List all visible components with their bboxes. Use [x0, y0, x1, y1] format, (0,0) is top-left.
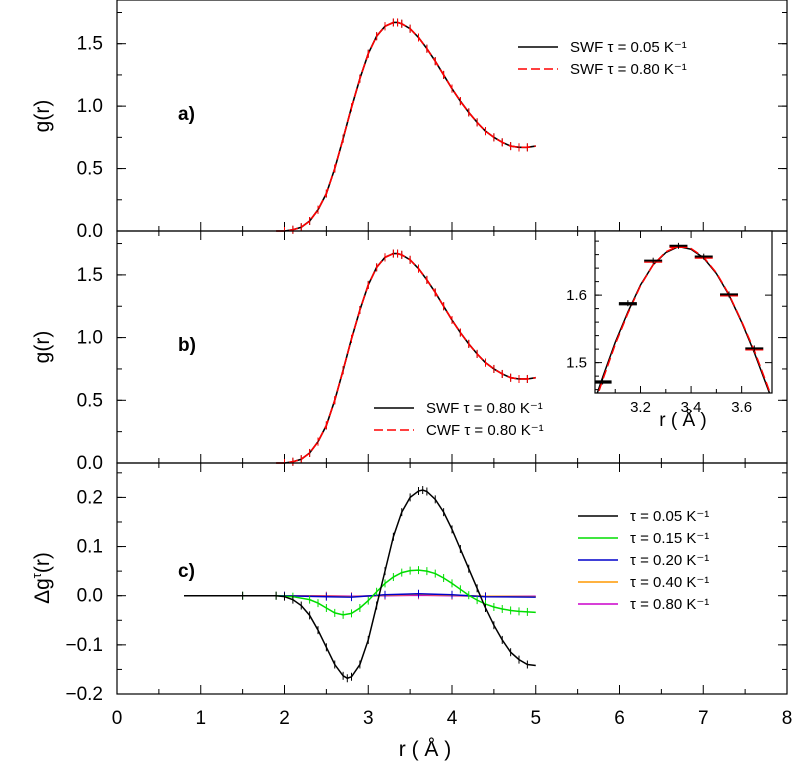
panel-a-ytick-label: 1.0	[77, 96, 103, 117]
panel-c-series-1	[184, 569, 536, 616]
panel-a-ylabel: g(r)	[31, 100, 54, 133]
legend-label: τ = 0.40 K⁻¹	[630, 574, 709, 591]
x-tick-label: 6	[614, 708, 625, 729]
legend-label: SWF τ = 0.05 K⁻¹	[570, 39, 687, 56]
x-axis-label: r ( Å )	[399, 738, 452, 761]
x-tick-label: 3	[363, 708, 374, 729]
panel-c-ytick-label: −0.1	[65, 635, 103, 656]
inset-clip-group	[595, 242, 771, 393]
panel-a-series	[276, 18, 536, 235]
legend-label: τ = 0.15 K⁻¹	[630, 530, 709, 547]
panel-c-series	[184, 486, 536, 683]
legend-label: τ = 0.80 K⁻¹	[630, 596, 709, 613]
inset-ytick-label: 1.5	[566, 355, 587, 372]
inset-xtick-label: 3.4	[681, 399, 702, 416]
panel-b-series	[276, 249, 536, 467]
x-tick-label: 5	[530, 708, 541, 729]
legend-label: τ = 0.05 K⁻¹	[630, 508, 709, 525]
panel-b-ytick-label: 0.0	[77, 453, 103, 474]
panel-c-ytick-label: 0.2	[77, 487, 103, 508]
panel-c-legend: τ = 0.05 K⁻¹ τ = 0.15 K⁻¹ τ = 0.20 K⁻¹ τ = …	[578, 508, 709, 613]
panel-c-ylabel-sup: τ	[29, 572, 44, 578]
legend-label: SWF τ = 0.80 K⁻¹	[426, 400, 543, 417]
panel-c-ylabel-suffix: (r)	[31, 552, 54, 573]
panel-b-label: b)	[178, 335, 196, 356]
panel-b-ytick-label: 0.5	[77, 390, 103, 411]
x-axis: 0 1 2 3 4 5 6 7 8	[112, 708, 793, 729]
panel-a-ytick-label: 0.0	[77, 221, 103, 242]
legend-label: CWF τ = 0.80 K⁻¹	[426, 422, 544, 439]
panel-a-legend: SWF τ = 0.05 K⁻¹ SWF τ = 0.80 K⁻¹	[518, 39, 687, 78]
inset-frame	[594, 230, 773, 394]
inset-xtick-label: 3.2	[630, 399, 651, 416]
x-tick-label: 8	[782, 708, 793, 729]
inset-plot: 1.5 1.6 3.2 3.4 3.6 r ( Å )	[566, 230, 773, 431]
panel-b: 0.0 0.5 1.0 1.5 b) g(r) SWF τ = 0.80 K⁻¹ CWF…	[31, 230, 788, 474]
panel-c-ylabel-main: Δg	[31, 578, 54, 604]
panel-c-series-0	[184, 489, 536, 680]
inset-xlabel: r ( Å )	[659, 410, 707, 431]
panel-c-ylabel: Δgτ(r)	[29, 552, 54, 604]
panel-c: −0.2 −0.1 0.0 0.1 0.2 c) Δgτ(r) τ = 0.05 K⁻¹…	[29, 462, 788, 705]
panel-b-ytick-label: 1.0	[77, 328, 103, 349]
panel-b-legend: SWF τ = 0.80 K⁻¹ CWF τ = 0.80 K⁻¹	[374, 400, 544, 439]
x-tick-label: 2	[279, 708, 290, 729]
panel-b-ytick-label: 1.5	[77, 265, 103, 286]
legend-label: SWF τ = 0.80 K⁻¹	[570, 61, 687, 78]
panel-b-ylabel: g(r)	[31, 331, 54, 364]
x-tick-label: 0	[112, 708, 123, 729]
legend-label: τ = 0.20 K⁻¹	[630, 552, 709, 569]
inset-ytick-label: 1.6	[566, 287, 587, 304]
inset-series	[595, 242, 771, 393]
x-tick-label: 4	[447, 708, 458, 729]
panel-c-ytick-label: 0.1	[77, 537, 103, 558]
panel-a-series-0	[276, 21, 536, 232]
x-tick-label: 1	[195, 708, 206, 729]
panel-c-ytick-label: −0.2	[65, 684, 103, 705]
x-tick-label: 7	[698, 708, 709, 729]
panel-a: 0.00.51.01.5 a) g(r) SWF τ = 0.05 K⁻¹SWF…	[31, 0, 788, 242]
panel-a-ytick-label: 0.5	[77, 159, 103, 180]
inset-xtick-label: 3.6	[731, 399, 752, 416]
panel-a-frame	[116, 0, 788, 232]
panel-c-ytick-label: 0.0	[77, 586, 103, 607]
panel-a-series-1	[276, 21, 536, 232]
panel-c-label: c)	[178, 561, 195, 582]
panel-a-label: a)	[178, 104, 195, 125]
panel-a-ytick-label: 1.5	[77, 34, 103, 55]
